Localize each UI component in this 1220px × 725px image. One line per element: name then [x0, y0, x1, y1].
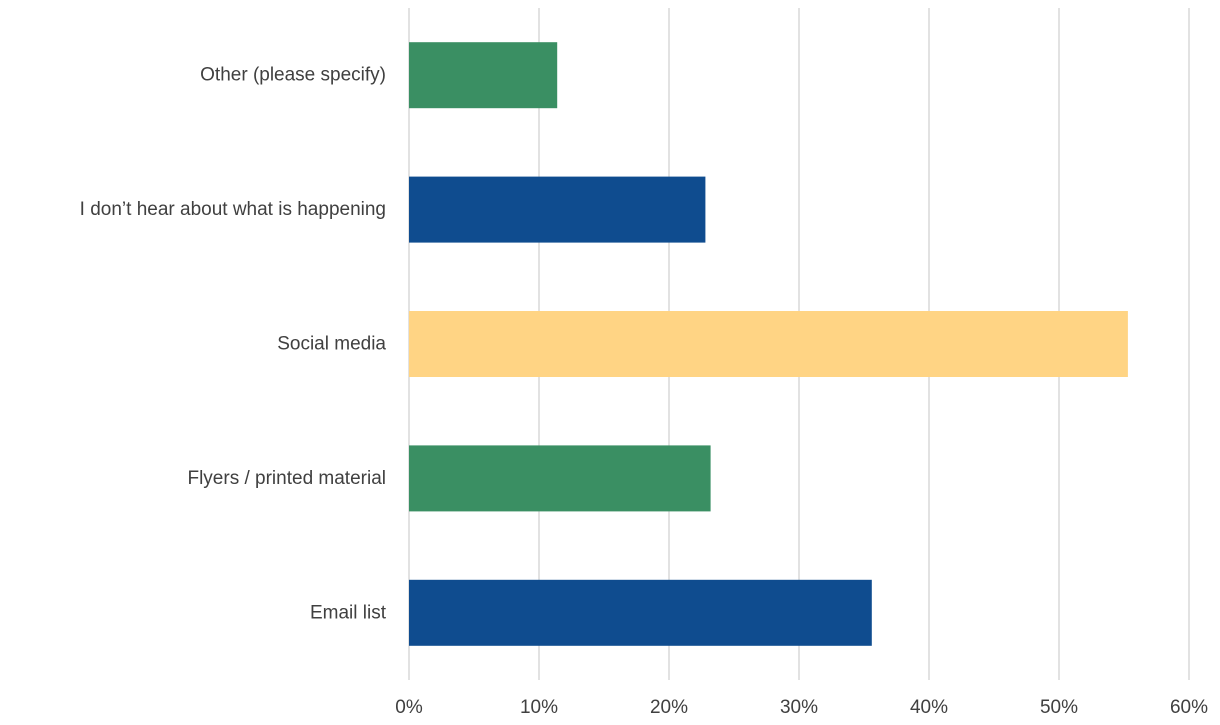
bars	[409, 42, 1128, 646]
bar	[409, 176, 706, 243]
x-tick-label: 40%	[910, 697, 948, 718]
category-label: Email list	[310, 602, 387, 623]
x-tick-label: 50%	[1040, 697, 1078, 718]
x-tick-label: 20%	[650, 697, 688, 718]
x-tick-label: 0%	[395, 697, 423, 718]
x-tick-label: 30%	[780, 697, 818, 718]
bar	[409, 579, 872, 646]
bar	[409, 42, 558, 109]
bar	[409, 445, 711, 512]
x-tick-label: 10%	[520, 697, 558, 718]
bar	[409, 311, 1128, 377]
category-labels: Other (please specify) I don’t hear about…	[80, 65, 387, 624]
x-axis-tick-labels: 0% 10% 20% 30% 40% 50% 60%	[395, 697, 1208, 718]
category-label: Flyers / printed material	[187, 468, 386, 489]
category-label: Other (please specify)	[200, 65, 386, 86]
x-tick-label: 60%	[1170, 697, 1208, 718]
category-label: I don’t hear about what is happening	[80, 199, 386, 220]
category-label: Social media	[277, 334, 386, 355]
